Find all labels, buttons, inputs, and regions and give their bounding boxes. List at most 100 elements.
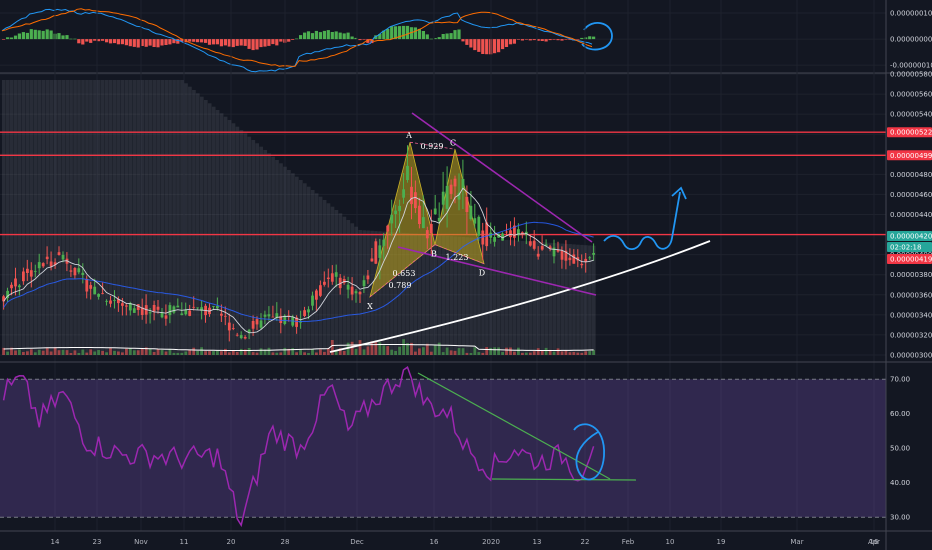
profile-column xyxy=(568,244,572,355)
price-axis: 0.000005800.000005600.000005400.00000520… xyxy=(890,71,932,360)
candle-body xyxy=(53,262,57,265)
signal-line xyxy=(1,8,593,67)
macd-histogram-bar xyxy=(504,39,509,47)
volume-bar xyxy=(212,351,215,355)
macd-histogram-bar xyxy=(425,34,429,40)
candle-body xyxy=(513,225,516,238)
volume-bar xyxy=(319,349,322,355)
volume-bar xyxy=(568,352,572,355)
profile-column xyxy=(544,242,549,355)
candle-body xyxy=(176,305,180,308)
macd-panel[interactable]: 0.00000010 0.00000000 -0.00000010 xyxy=(0,8,932,73)
macd-histogram-bar xyxy=(516,39,520,40)
candle-body xyxy=(410,186,413,205)
profile-column xyxy=(477,238,481,355)
candle-body xyxy=(117,299,120,304)
candle-body xyxy=(509,230,512,238)
candle-body xyxy=(481,230,485,245)
macd-histogram-bar xyxy=(552,39,556,40)
rsi-tick-label: 50.00 xyxy=(890,445,910,453)
volume-bar xyxy=(140,348,144,355)
resistance-trendline[interactable] xyxy=(411,112,593,243)
candle-body xyxy=(358,291,362,295)
profile-column xyxy=(524,241,529,355)
volume-bar xyxy=(378,342,382,355)
candle-body xyxy=(188,310,192,316)
profile-column xyxy=(493,239,497,355)
volume-bar xyxy=(196,351,199,355)
volume-bar xyxy=(263,349,267,355)
projection-wave-arrow[interactable] xyxy=(603,191,681,250)
macd-histogram-bar xyxy=(144,39,148,47)
macd-histogram-bar xyxy=(528,39,532,41)
macd-histogram-bar xyxy=(291,39,295,40)
volume-bar xyxy=(73,350,77,355)
profile-column xyxy=(465,237,469,355)
macd-histogram-bar xyxy=(556,39,560,41)
candle-body xyxy=(172,306,176,313)
price-tick-label: 0.00000380 xyxy=(890,271,932,279)
time-axis-label: 23 xyxy=(93,538,102,546)
volume-bar xyxy=(10,347,13,355)
rsi-resistance-trendline[interactable] xyxy=(417,372,611,480)
macd-histogram-bar xyxy=(560,39,564,41)
macd-histogram-bar xyxy=(152,39,156,47)
profile-column xyxy=(105,80,109,355)
profile-column xyxy=(69,80,73,355)
profile-column xyxy=(528,241,533,355)
profile-column xyxy=(564,243,568,355)
volume-bar xyxy=(37,349,41,355)
volume-bar xyxy=(390,349,394,355)
candle-body xyxy=(184,309,188,315)
macd-histogram-bar xyxy=(362,39,366,40)
pattern-ratio-label: 0.789 xyxy=(389,281,412,290)
macd-histogram-bar xyxy=(132,39,136,47)
volume-bar xyxy=(188,349,192,355)
support-trendline[interactable] xyxy=(397,246,597,296)
rsi-support-line[interactable] xyxy=(491,478,637,481)
profile-column xyxy=(93,80,97,355)
candle-body xyxy=(338,277,342,289)
candle-body xyxy=(18,285,21,288)
parabolic-curve[interactable] xyxy=(329,240,711,353)
profile-column xyxy=(211,106,216,355)
macd-histogram-bar xyxy=(41,30,45,40)
candle-body xyxy=(521,232,524,234)
candle-body xyxy=(33,271,37,272)
pattern-ratio-line xyxy=(369,244,436,298)
volume-bar xyxy=(271,352,275,355)
time-axis-label: 28 xyxy=(281,538,290,546)
volume-bar xyxy=(536,348,540,355)
volume-bar xyxy=(61,349,65,355)
macd-histogram-bar xyxy=(390,26,394,40)
volume-bar xyxy=(548,349,552,355)
candle-body xyxy=(366,275,370,280)
candle-body xyxy=(505,231,508,233)
macd-histogram-bar xyxy=(342,33,346,40)
macd-histogram-bar xyxy=(128,39,132,47)
macd-histogram-bar xyxy=(568,39,572,40)
volume-bar xyxy=(295,352,298,355)
profile-column xyxy=(437,235,442,355)
volume-bar xyxy=(382,345,386,355)
macd-histogram-bar xyxy=(227,39,231,47)
macd-histogram-bar xyxy=(29,29,33,40)
candle-body xyxy=(552,247,556,257)
macd-histogram-bar xyxy=(449,33,453,40)
macd-histogram-bar xyxy=(116,39,120,45)
candle-body xyxy=(501,233,504,241)
profile-column xyxy=(271,156,275,355)
rsi-panel[interactable]: 70.00 60.00 50.00 40.00 30.00 xyxy=(0,366,910,528)
current-price-tag xyxy=(887,254,932,264)
profile-column xyxy=(247,136,252,355)
candle-body xyxy=(69,270,73,272)
macd-histogram-bar xyxy=(6,37,10,40)
candle-body xyxy=(97,293,100,297)
time-axis-label: 20 xyxy=(227,538,236,546)
candle-body xyxy=(402,189,405,198)
harmonic-pattern-labels: X A B C D 0.929 0.653 0.789 1.223 xyxy=(367,131,485,311)
time-axis[interactable]: 14 23 Nov 11 20 28 Dec 16 2020 13 22 Feb 10 19 Mar 16Ap… xyxy=(51,538,881,546)
macd-tick-label: 0.00000000 xyxy=(890,36,932,44)
